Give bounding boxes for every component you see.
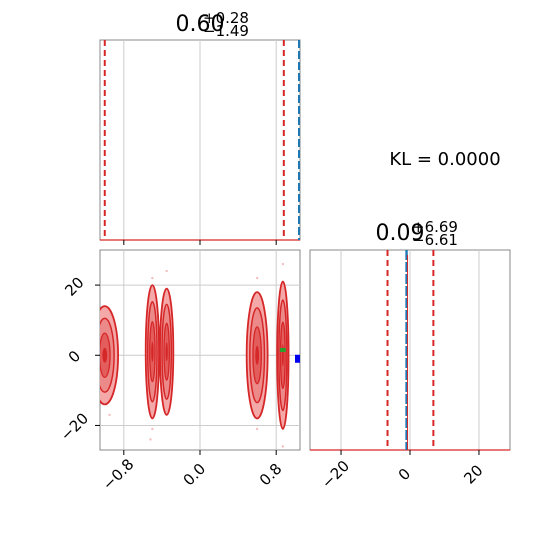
scatter-point (255, 276, 259, 280)
panel-bottom-right-title-minus: −6.61 (412, 231, 458, 249)
y-tick-label: 0 (65, 347, 84, 366)
y-tick-label: 20 (61, 273, 87, 299)
panel-bottom-left: −0.8 0.0 0.8 −20 0 20 (57, 249, 301, 494)
x-tick-label: −0.8 (99, 455, 137, 493)
kl-annotation: KL = 0.0000 (389, 149, 500, 170)
scatter-point (151, 427, 154, 431)
contour-core (255, 345, 260, 365)
x-tick-label: 0.8 (256, 460, 286, 490)
x-tick-label: 0.0 (180, 460, 210, 490)
scatter-point (281, 445, 285, 448)
panel-bottom-right-title-plus: +6.69 (412, 218, 458, 236)
scatter-point (149, 438, 152, 441)
truth-marker (295, 354, 300, 363)
x-tick-label: −20 (318, 457, 353, 492)
y-tick-label: −20 (57, 409, 92, 444)
truth-point-marker (279, 348, 286, 352)
panel-bottom-right: −20 0 20 0.09 +6.69 −6.61 (309, 218, 511, 492)
panel-top-left-title-minus: −1.49 (203, 22, 249, 40)
panel-top-left: 0.60 +0.28 −1.49 (99, 9, 301, 245)
scatter-point (165, 269, 168, 273)
contour-core (102, 347, 108, 363)
panel-top-left-title: 0.60 (176, 12, 225, 37)
contour-core (281, 344, 284, 367)
scatter-point (255, 427, 259, 431)
contour-group (100, 262, 300, 448)
panel-top-left-title-plus: +0.28 (203, 9, 249, 27)
contour-core (151, 341, 154, 362)
contour-core (165, 342, 168, 362)
panel-bottom-right-title: 0.09 (376, 221, 425, 246)
scatter-point (108, 413, 111, 417)
scatter-point (281, 262, 285, 266)
scatter-point (151, 276, 154, 280)
x-tick-label: 0 (395, 465, 414, 484)
x-tick-label: 20 (460, 461, 486, 487)
